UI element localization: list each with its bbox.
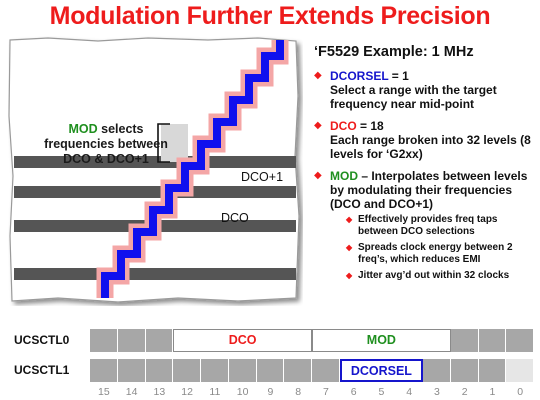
register-bit-cell [201,359,229,382]
register-bit-cell [506,329,534,352]
dco-keyword: DCO [330,119,357,133]
mod-keyword: MOD [68,122,98,136]
sub-bullet-text: Spreads clock energy between 2 freq’s, w… [358,242,513,265]
register-bit-cell [228,359,257,382]
dco-label: DCO [221,211,249,225]
bullet-dcorsel: ◆ DCORSEL = 1 Select a range with the ta… [314,69,538,111]
diamond-bullet-icon: ◆ [346,243,353,252]
register-bit-cell [90,359,118,382]
dcorsel-keyword: DCORSEL [330,69,389,83]
register-bit-cell [145,359,174,382]
mod-note-line2: frequencies between [44,137,168,151]
register-name-ucsctl1: UCSCTL1 [14,363,70,377]
bit-number-label: 12 [181,386,193,398]
bit-number-label: 9 [267,386,274,398]
register-bit-cell [478,329,507,352]
dco-staircase-diagram: MOD selects frequencies between DCO & DC… [8,36,303,306]
mod-highlight-box [161,124,188,162]
mod-bullet-text: – Interpolates between levels by modulat… [330,169,528,211]
register-bit-cell [506,359,534,382]
diamond-bullet-icon: ◆ [314,120,322,131]
sub-bullet-text: Jitter avg’d out within 32 clocks [358,270,510,281]
bit-number-label: 10 [236,386,249,398]
mod-note-line3: DCO & DCO+1 [63,152,149,166]
mod-selects-note: MOD selects frequencies between DCO & DC… [36,122,176,167]
diamond-bullet-icon: ◆ [314,170,322,181]
dcorsel-text: Select a range with the target frequency… [330,83,497,111]
bit-number-label: 0 [517,386,524,398]
register-bit-cell [312,359,340,382]
band [14,186,296,198]
dcorsel-value: = 1 [388,69,409,83]
bit-number-label: 6 [350,386,357,398]
register-name-ucsctl0: UCSCTL0 [14,333,70,347]
register-bit-cell [284,359,312,382]
dco-text: Each range broken into 32 levels (8 leve… [330,133,531,161]
register-field-dco: DCO [173,329,312,352]
bit-number-label: 7 [322,386,329,398]
example-title: ‘F5529 Example: 1 MHz [314,44,474,60]
register-bit-cell [173,359,201,382]
band [14,156,296,168]
register-bit-cell [90,329,118,352]
sub-bullet: ◆ Effectively provides freq taps between … [346,214,538,238]
slide-title: Modulation Further Extends Precision [49,2,491,30]
bit-number-label: 8 [295,386,302,398]
register-bit-cell [423,359,451,382]
bit-number-label: 11 [209,386,221,398]
diamond-bullet-icon: ◆ [346,271,353,280]
bullet-dco: ◆ DCO = 18 Each range broken into 32 lev… [314,119,538,161]
bit-number-label: 1 [489,386,496,398]
bit-number-label: 3 [433,386,440,398]
register-bit-cell [478,359,507,382]
register-bit-cell [145,329,174,352]
register-bit-cell [256,359,285,382]
mod-bullet-keyword: MOD [330,169,358,183]
bit-number-label: 5 [378,386,385,398]
diamond-bullet-icon: ◆ [314,70,322,81]
staircase-graphic [8,37,300,303]
sub-bullet: ◆ Spreads clock energy between 2 freq’s, … [346,242,538,266]
diamond-bullet-icon: ◆ [346,215,353,224]
register-bit-cell [450,359,479,382]
explanation-panel: ‘F5529 Example: 1 MHz ◆ DCORSEL = 1 Sele… [314,44,538,290]
register-field-mod: MOD [312,329,451,352]
register-row-ucsctl1: DCORSEL [90,359,534,382]
sub-bullet-text: Effectively provides freq taps between D… [358,214,498,237]
register-field-dcorsel: DCORSEL [339,359,423,382]
mod-note-line1: selects [97,122,144,136]
staircase-line [101,40,284,298]
bracket-mark [157,123,170,163]
bit-number-label: 13 [153,386,166,398]
register-row-ucsctl0: DCO MOD [90,329,534,352]
register-bit-cell [117,329,146,352]
bit-number-label: 14 [125,386,138,398]
register-bit-cell [117,359,146,382]
dco-value: = 18 [356,119,384,133]
bit-number-label: 4 [406,386,413,398]
bit-number-label: 15 [98,386,110,398]
dco-plus1-label: DCO+1 [241,170,284,184]
bullet-mod: ◆ MOD – Interpolates between levels by m… [314,169,538,282]
register-bit-cell [450,329,479,352]
sub-bullet: ◆ Jitter avg’d out within 32 clocks [346,270,538,282]
band [14,268,296,280]
bit-number-label: 2 [461,386,468,398]
